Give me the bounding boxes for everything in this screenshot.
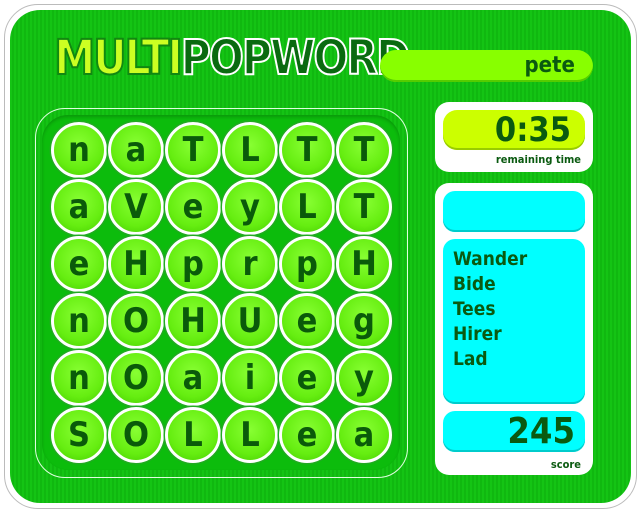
found-word: Hirer bbox=[453, 323, 502, 345]
letter-tile[interactable]: U bbox=[222, 293, 278, 349]
letter-tile[interactable]: H bbox=[336, 236, 392, 292]
letter-tile[interactable]: e bbox=[279, 293, 335, 349]
letter-tile[interactable]: O bbox=[108, 293, 164, 349]
letter-tile[interactable]: i bbox=[222, 350, 278, 406]
letter-tile[interactable]: H bbox=[165, 293, 221, 349]
found-word: Lad bbox=[453, 348, 488, 370]
letter-tile[interactable]: L bbox=[222, 407, 278, 463]
letter-tile[interactable]: n bbox=[51, 293, 107, 349]
letter-tile[interactable]: e bbox=[279, 350, 335, 406]
score-label: score bbox=[550, 458, 581, 471]
letter-tile[interactable]: L bbox=[165, 407, 221, 463]
letter-board bbox=[42, 115, 400, 470]
current-word bbox=[443, 191, 585, 232]
letter-tile[interactable]: T bbox=[336, 122, 392, 178]
letter-tile[interactable]: V bbox=[108, 179, 164, 235]
letter-tile[interactable]: L bbox=[279, 179, 335, 235]
letter-tile[interactable]: e bbox=[51, 236, 107, 292]
letter-tile[interactable]: S bbox=[51, 407, 107, 463]
letter-tile[interactable]: O bbox=[108, 350, 164, 406]
letter-tile[interactable]: n bbox=[51, 122, 107, 178]
letter-tile[interactable]: r bbox=[222, 236, 278, 292]
letter-tile[interactable]: O bbox=[108, 407, 164, 463]
score-value: 245 bbox=[443, 411, 585, 452]
letter-tile[interactable]: p bbox=[279, 236, 335, 292]
board-outline bbox=[35, 108, 408, 478]
timer-label: remaining time bbox=[495, 153, 581, 166]
found-word: Wander bbox=[453, 248, 528, 270]
timer-value: 0:35 bbox=[443, 110, 585, 150]
player-name: pete bbox=[380, 50, 593, 82]
letter-tile[interactable]: T bbox=[165, 122, 221, 178]
letter-tile[interactable]: p bbox=[165, 236, 221, 292]
found-word: Tees bbox=[453, 298, 496, 320]
letter-tile[interactable]: g bbox=[336, 293, 392, 349]
letter-tile[interactable]: T bbox=[279, 122, 335, 178]
letter-tile[interactable]: a bbox=[51, 179, 107, 235]
letter-tile[interactable]: n bbox=[51, 350, 107, 406]
letter-tile[interactable]: a bbox=[108, 122, 164, 178]
game-logo: MULTIPOPWORD bbox=[53, 29, 411, 87]
found-word: Bide bbox=[453, 273, 496, 295]
letter-tile[interactable]: H bbox=[108, 236, 164, 292]
letter-tile[interactable]: e bbox=[165, 179, 221, 235]
letter-tile[interactable]: y bbox=[222, 179, 278, 235]
letter-tile[interactable]: L bbox=[222, 122, 278, 178]
letter-tile[interactable]: a bbox=[165, 350, 221, 406]
found-words-list: Wander Bide Tees Hirer Lad bbox=[443, 239, 585, 404]
letter-tile[interactable]: y bbox=[336, 350, 392, 406]
letter-tile[interactable]: T bbox=[336, 179, 392, 235]
letter-tile[interactable]: e bbox=[279, 407, 335, 463]
letter-tile[interactable]: a bbox=[336, 407, 392, 463]
